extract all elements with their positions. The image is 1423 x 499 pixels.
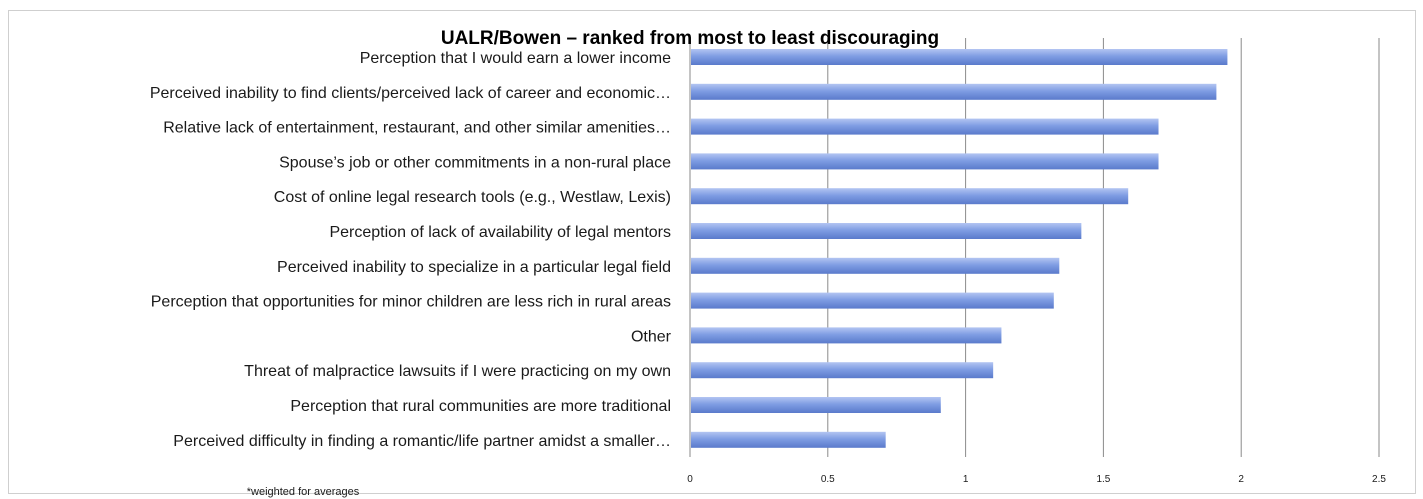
x-tick-label: 1.5 <box>1096 474 1110 485</box>
x-tick-label: 1 <box>963 474 969 485</box>
category-label: Other <box>631 328 672 345</box>
x-tick-label: 2.5 <box>1372 474 1386 485</box>
bar <box>691 188 1129 205</box>
category-labels: Perception that I would earn a lower inc… <box>150 50 672 450</box>
chart-footnote: *weighted for averages <box>247 486 360 498</box>
bar <box>691 327 1002 344</box>
x-axis-ticks: 0 0.5 1 1.5 2 2.5 <box>687 474 1386 485</box>
category-label: Perceived inability to specialize in a p… <box>277 259 671 276</box>
x-tick-label: 0 <box>687 474 693 485</box>
bar <box>691 223 1082 239</box>
category-label: Perception that rural communities are mo… <box>290 398 671 415</box>
category-label: Perception that I would earn a lower inc… <box>360 50 671 67</box>
category-label: Perception of lack of availability of le… <box>329 224 671 241</box>
bar <box>691 83 1217 100</box>
bar <box>691 257 1060 274</box>
bar <box>691 431 886 448</box>
category-label: Threat of malpractice lawsuits if I were… <box>244 363 671 380</box>
category-label: Relative lack of entertainment, restaura… <box>163 120 671 137</box>
category-label: Perceived inability to find clients/perc… <box>150 85 671 102</box>
x-tick-label: 2 <box>1238 474 1244 485</box>
x-tick-label: 0.5 <box>821 474 835 485</box>
bars <box>691 49 1228 448</box>
bar <box>691 292 1054 309</box>
bar <box>691 49 1228 65</box>
chart-title: UALR/Bowen – ranked from most to least d… <box>441 28 939 49</box>
bar <box>691 118 1159 135</box>
category-label: Perception that opportunities for minor … <box>151 294 671 311</box>
gridlines <box>689 38 1380 457</box>
category-label: Cost of online legal research tools (e.g… <box>274 189 671 206</box>
bar <box>691 362 994 379</box>
bar <box>691 153 1159 170</box>
category-label: Perceived difficulty in finding a romant… <box>173 433 671 450</box>
category-label: Spouse’s job or other commitments in a n… <box>279 154 671 171</box>
bar <box>691 397 941 413</box>
